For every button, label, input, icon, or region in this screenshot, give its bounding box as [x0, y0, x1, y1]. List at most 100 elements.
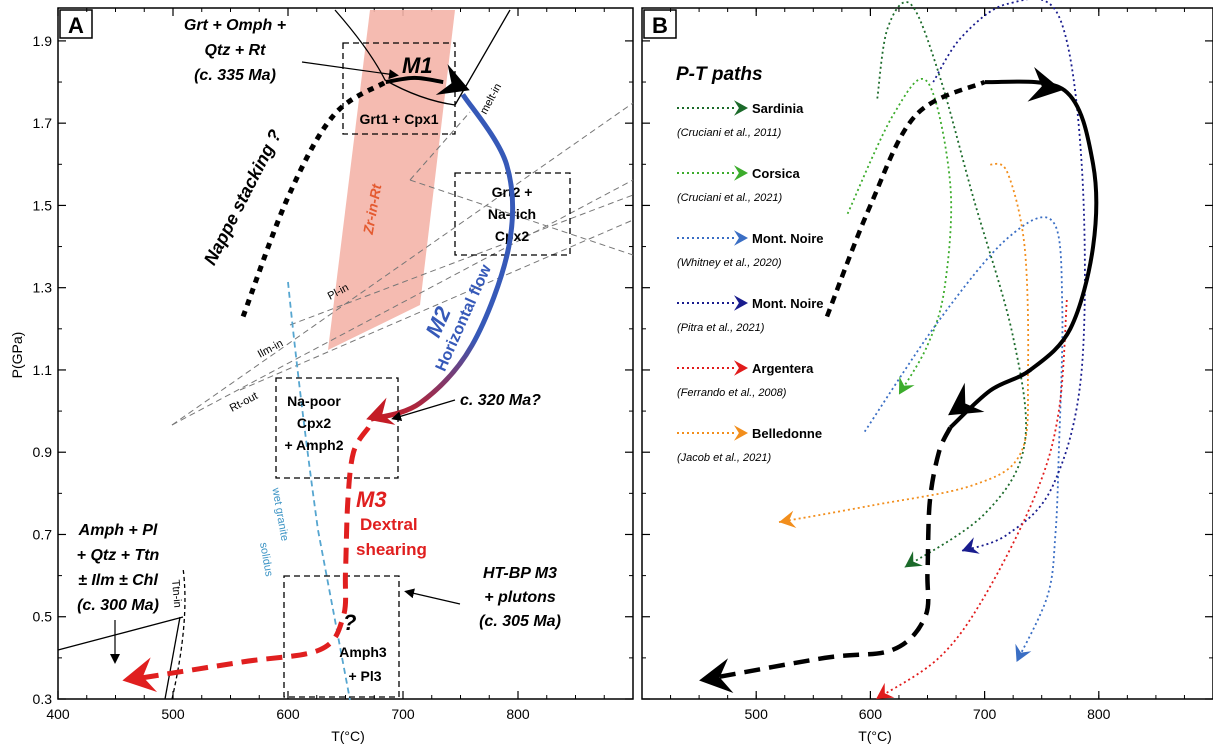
- panel-b-frame: [641, 7, 1213, 700]
- legend-arrowhead: [734, 295, 748, 311]
- panel-a-content: Zr-in-Rt Pl-in Ilm-in Rt-out melt-in wet…: [57, 9, 634, 701]
- m1-assemblage-line2: Qtz + Rt: [205, 42, 267, 59]
- box-grt1-cpx1: [342, 42, 456, 135]
- reaction-line: [289, 194, 634, 326]
- box-amph3-line2: + Pl3: [348, 668, 381, 684]
- melt-in-curve: [334, 9, 511, 106]
- box-napoor-line3: + Amph2: [285, 437, 344, 453]
- series-arrowhead: [904, 551, 923, 568]
- y-tick-label: 1.5: [33, 197, 53, 213]
- panel-b-label: B: [652, 13, 668, 38]
- age-320-arrow: [391, 399, 456, 422]
- wet-granite-label: wet granite: [269, 486, 290, 542]
- black-path-prograde: [824, 79, 986, 318]
- y-tick-label: 1.9: [33, 33, 53, 49]
- series-arrowhead: [779, 510, 797, 528]
- y-tick-label: 1.7: [33, 115, 53, 131]
- m1-path: [385, 75, 444, 84]
- m3-path: [138, 426, 371, 681]
- series-line: [863, 216, 1064, 663]
- legend-arrowhead: [734, 230, 748, 246]
- zr-in-rt-band: [328, 10, 455, 350]
- black-path-retrograde: [710, 426, 953, 681]
- panel-b-black-path: [699, 67, 1099, 694]
- series-line: [778, 162, 1030, 523]
- m2-path: [370, 93, 516, 422]
- legend-arrowhead: [734, 100, 748, 116]
- box-napoor-line2: Cpx2: [297, 415, 331, 431]
- x-tick-label: 400: [46, 706, 70, 722]
- legend-ref: (Cruciani et al., 2021): [677, 192, 782, 204]
- legend-name: Belledonne: [752, 426, 822, 441]
- box-grt2: [454, 172, 571, 256]
- panel-b-content: P-T paths Sardinia (Cruciani et al., 2011…: [676, 0, 1099, 700]
- legend: Sardinia (Cruciani et al., 2011) Corsica (C…: [677, 100, 824, 464]
- reaction-line: [239, 219, 634, 391]
- late-assemblage-line3: ± Ilm ± Chl: [78, 572, 158, 589]
- htbp-line3: (c. 305 Ma): [479, 613, 561, 630]
- melt-in-label: melt-in: [478, 82, 504, 117]
- reaction-line: [409, 111, 471, 181]
- series-line: [846, 78, 953, 396]
- y-axis-label: P(GPa): [9, 332, 25, 379]
- stage-m1-label: M1: [402, 53, 433, 78]
- x-tick-label: 500: [745, 706, 769, 722]
- series-arrowhead: [876, 682, 895, 699]
- black-path-decompression: [948, 79, 1099, 429]
- series-arrowhead: [961, 537, 980, 554]
- black-arrowhead: [699, 658, 734, 694]
- stage-m3-label: M3: [356, 487, 387, 512]
- box-napoor: [275, 377, 399, 479]
- panel-a-label-box: [59, 9, 93, 39]
- nappe-stacking-path: [240, 79, 388, 318]
- shearing-label: shearing: [356, 540, 427, 559]
- reaction-line-solid: [164, 616, 181, 700]
- box-amph3: [283, 575, 400, 698]
- solidus-label: solidus: [257, 542, 275, 578]
- legend-arrowhead: [734, 165, 748, 181]
- question-mark: ?: [343, 610, 356, 635]
- x-tick-label: 500: [161, 706, 185, 722]
- late-assemblage-line1: Amph + Pl: [78, 522, 158, 539]
- legend-ref: (Ferrando et al., 2008): [677, 387, 787, 399]
- m1-arrowhead: [435, 64, 470, 95]
- legend-name: Sardinia: [752, 101, 804, 116]
- htbp-line1: HT-BP M3: [483, 565, 557, 582]
- dextral-label: Dextral: [360, 515, 418, 534]
- y-tick-label: 1.1: [33, 362, 53, 378]
- y-tick-label: 1.3: [33, 280, 53, 296]
- series-line: [876, 1, 1027, 569]
- legend-ref: (Cruciani et al., 2011): [677, 127, 782, 139]
- x-tick-label: 700: [973, 706, 997, 722]
- x-axis-label-b: T(°C): [858, 728, 892, 744]
- ttn-in-label: Ttn-in: [169, 579, 183, 608]
- legend-name: Mont. Noire: [752, 296, 824, 311]
- rt-out-label: Rt-out: [228, 390, 260, 415]
- htbp-line2: + plutons: [484, 589, 556, 606]
- y-tick-label: 0.9: [33, 444, 53, 460]
- age-320-label: c. 320 Ma?: [460, 392, 541, 409]
- x-tick-label: 600: [276, 706, 300, 722]
- x-tick-label: 800: [1087, 706, 1111, 722]
- y-tick-label: 0.3: [33, 691, 53, 707]
- late-assemblage-line4: (c. 300 Ma): [77, 597, 159, 614]
- m1-assemblage-line3: (c. 335 Ma): [194, 67, 276, 84]
- y-tick-label: 0.7: [33, 526, 53, 542]
- legend-name: Mont. Noire: [752, 231, 824, 246]
- late-assemblage-line2: + Qtz + Ttn: [77, 547, 160, 564]
- panel-b-series: [778, 0, 1086, 700]
- m3-arrowhead: [122, 657, 158, 692]
- series-arrowhead: [898, 376, 915, 395]
- reaction-line: [171, 179, 634, 426]
- box-amph3-line1: Amph3: [339, 644, 387, 660]
- x-tick-label: 700: [391, 706, 415, 722]
- x-axis-label-a: T(°C): [331, 728, 365, 744]
- series-line: [932, 0, 1086, 552]
- m2-arrowhead: [366, 397, 396, 425]
- legend-ref: (Pitra et al., 2021): [677, 322, 765, 334]
- panel-a-path: [122, 64, 516, 692]
- wet-granite-solidus: [287, 281, 351, 701]
- legend-name: Corsica: [752, 166, 800, 181]
- legend-arrowhead: [734, 425, 748, 441]
- nappe-stacking-label: Nappe stacking ?: [200, 126, 285, 268]
